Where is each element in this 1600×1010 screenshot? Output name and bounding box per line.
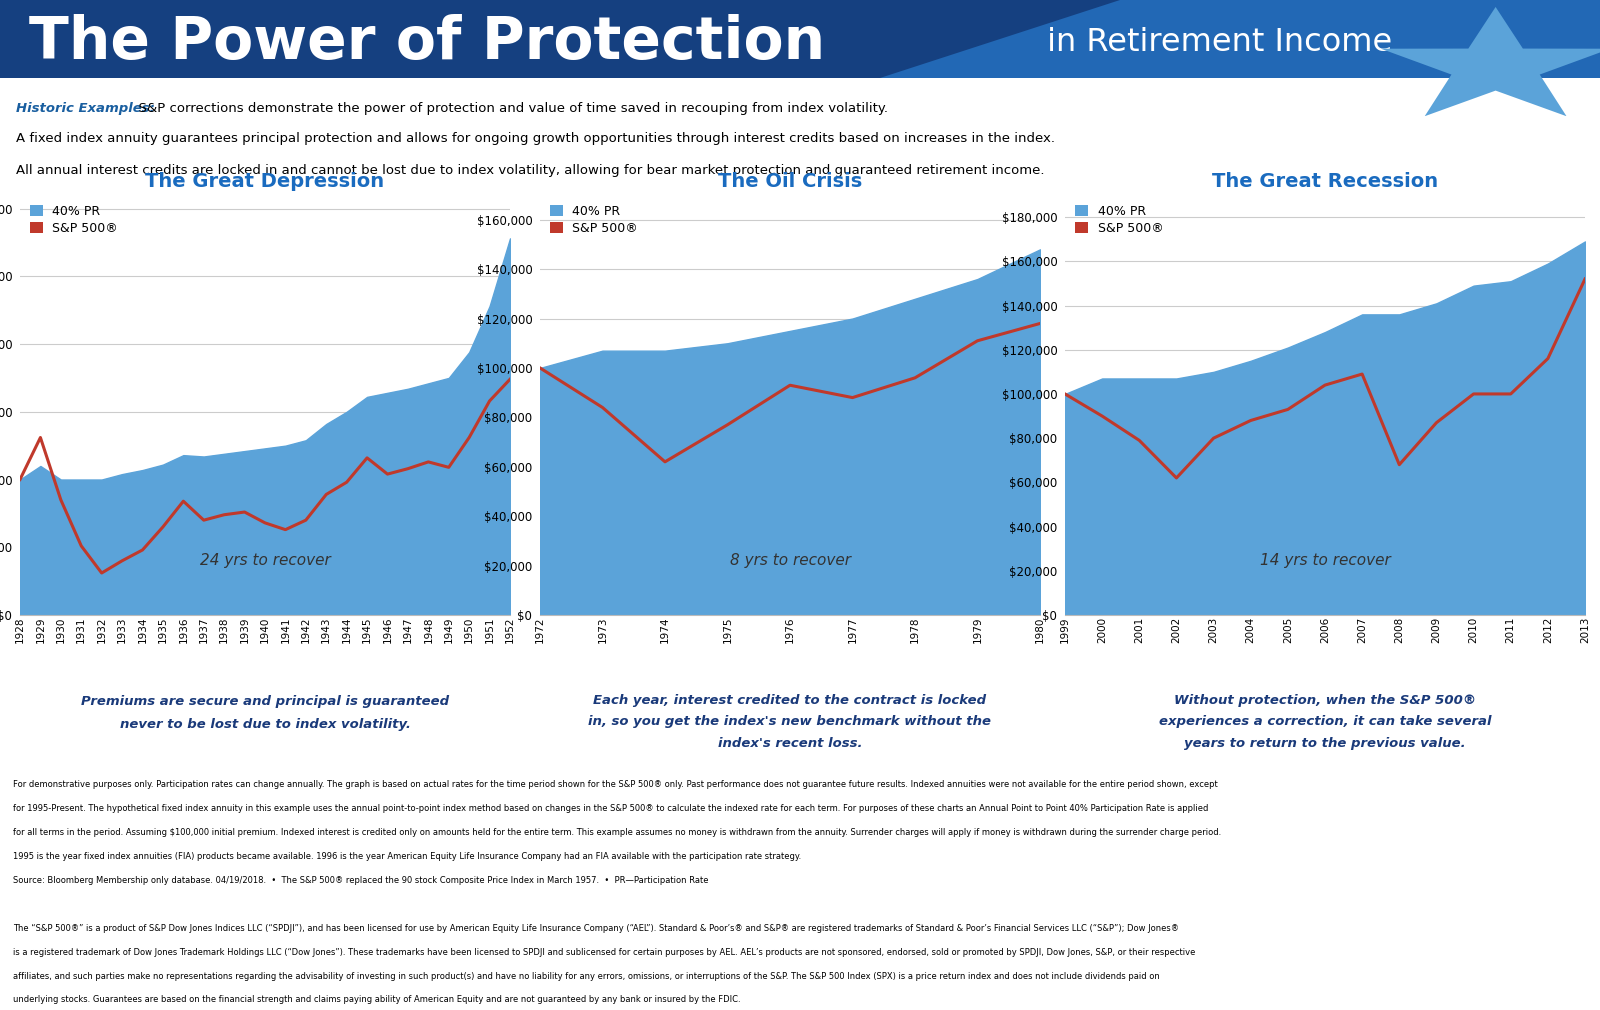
Text: 8 yrs to recover: 8 yrs to recover [730, 552, 851, 568]
Polygon shape [1381, 7, 1600, 116]
Text: in, so you get the index's new benchmark without the: in, so you get the index's new benchmark… [589, 715, 992, 728]
Text: Historic Examples:: Historic Examples: [16, 102, 155, 115]
Text: Without protection, when the S&P 500®: Without protection, when the S&P 500® [1174, 694, 1477, 707]
Text: Each year, interest credited to the contract is locked: Each year, interest credited to the cont… [594, 694, 987, 707]
Text: for all terms in the period. Assuming $100,000 initial premium. Indexed interest: for all terms in the period. Assuming $1… [13, 828, 1221, 837]
Text: never to be lost due to index volatility.: never to be lost due to index volatility… [120, 718, 411, 731]
Title: The Great Depression: The Great Depression [146, 172, 384, 191]
Legend: 40% PR, S&P 500®: 40% PR, S&P 500® [26, 201, 122, 238]
Text: affiliates, and such parties make no representations regarding the advisability : affiliates, and such parties make no rep… [13, 972, 1160, 981]
Text: years to return to the previous value.: years to return to the previous value. [1184, 737, 1466, 749]
Text: Premiums are secure and principal is guaranteed: Premiums are secure and principal is gua… [82, 695, 450, 708]
Text: All annual interest credits are locked in and cannot be lost due to index volati: All annual interest credits are locked i… [16, 165, 1045, 178]
Text: For demonstrative purposes only. Participation rates can change annually. The gr: For demonstrative purposes only. Partici… [13, 780, 1218, 789]
Legend: 40% PR, S&P 500®: 40% PR, S&P 500® [546, 201, 642, 238]
Text: A fixed index annuity guarantees principal protection and allows for ongoing gro: A fixed index annuity guarantees princip… [16, 132, 1054, 145]
Text: experiences a correction, it can take several: experiences a correction, it can take se… [1158, 715, 1491, 728]
Title: The Oil Crisis: The Oil Crisis [718, 172, 862, 191]
Text: Source: Bloomberg Membership only database. 04/19/2018.  •  The S&P 500® replace: Source: Bloomberg Membership only databa… [13, 876, 709, 885]
Polygon shape [880, 0, 1600, 78]
Legend: 40% PR, S&P 500®: 40% PR, S&P 500® [1072, 201, 1166, 238]
Text: underlying stocks. Guarantees are based on the financial strength and claims pay: underlying stocks. Guarantees are based … [13, 996, 741, 1005]
Title: The Great Recession: The Great Recession [1211, 172, 1438, 191]
Text: The “S&P 500®” is a product of S&P Dow Jones Indices LLC (“SPDJI”), and has been: The “S&P 500®” is a product of S&P Dow J… [13, 924, 1179, 932]
Text: for 1995-Present. The hypothetical fixed index annuity in this example uses the : for 1995-Present. The hypothetical fixed… [13, 804, 1208, 813]
Text: The Power of Protection: The Power of Protection [29, 14, 826, 72]
Text: 24 yrs to recover: 24 yrs to recover [200, 552, 330, 568]
Text: in Retirement Income: in Retirement Income [1037, 27, 1392, 59]
Text: 14 yrs to recover: 14 yrs to recover [1259, 552, 1390, 568]
Text: 1995 is the year fixed index annuities (FIA) products became available. 1996 is : 1995 is the year fixed index annuities (… [13, 851, 802, 861]
Text: is a registered trademark of Dow Jones Trademark Holdings LLC (“Dow Jones”). The: is a registered trademark of Dow Jones T… [13, 947, 1195, 956]
Text: S&P corrections demonstrate the power of protection and value of time saved in r: S&P corrections demonstrate the power of… [131, 102, 888, 115]
Text: index's recent loss.: index's recent loss. [718, 737, 862, 749]
